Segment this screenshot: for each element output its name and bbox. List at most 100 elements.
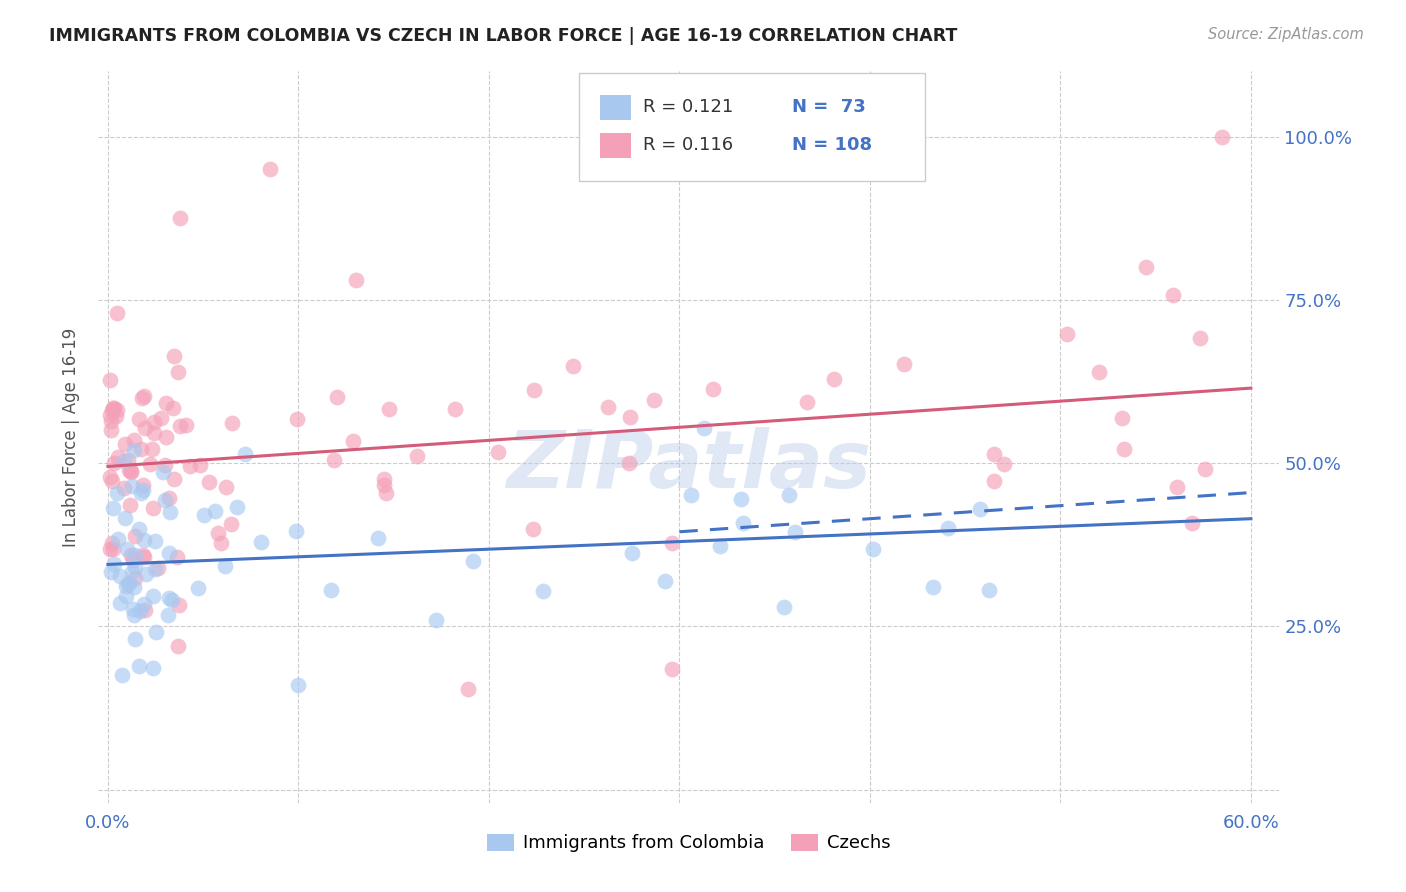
Point [105, 409, 128, 423]
Point [142, 661, 165, 675]
Point [163, 472, 186, 486]
Point [162, 401, 184, 416]
Point [174, 417, 197, 432]
Point [486, 445, 509, 459]
Point [936, 521, 959, 535]
Point [187, 581, 209, 595]
Point [193, 508, 215, 522]
Point [179, 459, 201, 474]
Point [522, 522, 544, 536]
Point [207, 526, 229, 541]
Point [132, 548, 155, 562]
Point [235, 447, 257, 461]
Point [107, 532, 129, 546]
Point [405, 449, 427, 463]
Point [132, 389, 155, 403]
Point [129, 442, 152, 456]
Point [118, 575, 141, 590]
Point [425, 614, 447, 628]
Y-axis label: In Labor Force | Age 16-19: In Labor Force | Age 16-19 [62, 327, 80, 547]
Point [124, 548, 146, 562]
Point [166, 549, 188, 564]
Point [561, 359, 583, 373]
Point [110, 596, 132, 610]
Point [115, 590, 138, 604]
Point [103, 401, 125, 416]
Point [167, 365, 190, 379]
Point [124, 529, 146, 543]
Point [101, 536, 124, 550]
Point [772, 599, 794, 614]
Point [198, 475, 221, 489]
Point [135, 567, 157, 582]
Point [143, 562, 166, 576]
Point [128, 411, 150, 425]
Point [1181, 516, 1204, 531]
Point [209, 536, 232, 550]
Point [373, 478, 395, 492]
Point [367, 531, 389, 545]
Point [118, 463, 141, 477]
Point [983, 475, 1005, 489]
Point [204, 504, 226, 518]
Point [444, 401, 467, 416]
Point [1211, 129, 1233, 144]
Point [796, 394, 818, 409]
Point [167, 598, 190, 612]
Point [619, 410, 641, 425]
Point [159, 505, 181, 519]
Point [1114, 442, 1136, 456]
Point [226, 500, 249, 514]
Point [598, 401, 620, 415]
Point [160, 593, 183, 607]
Point [111, 668, 134, 682]
Point [129, 486, 152, 500]
Point [132, 597, 155, 611]
Point [139, 457, 162, 471]
Point [100, 565, 122, 579]
Point [145, 625, 167, 640]
Point [163, 349, 186, 363]
Point [115, 541, 138, 556]
Point [98, 542, 121, 557]
Point [131, 391, 153, 405]
Point [167, 639, 190, 653]
Point [114, 437, 136, 451]
Legend: Immigrants from Colombia, Czechs: Immigrants from Colombia, Czechs [479, 826, 898, 860]
Point [461, 554, 484, 568]
Point [159, 491, 181, 506]
Point [214, 559, 236, 574]
Point [922, 580, 945, 594]
Point [1194, 462, 1216, 476]
Point [120, 465, 142, 479]
Point [124, 607, 146, 622]
Point [124, 581, 146, 595]
Point [893, 357, 915, 371]
Point [107, 450, 129, 464]
Point [621, 546, 644, 560]
Point [323, 453, 346, 467]
Text: R = 0.116: R = 0.116 [643, 136, 733, 154]
Point [121, 566, 143, 580]
Point [105, 402, 128, 417]
Point [1161, 288, 1184, 302]
Point [969, 501, 991, 516]
Point [287, 678, 309, 692]
Text: N =  73: N = 73 [792, 98, 865, 116]
Point [143, 425, 166, 440]
Point [169, 211, 191, 226]
Point [259, 162, 281, 177]
Point [114, 510, 136, 524]
Point [142, 500, 165, 515]
Point [100, 403, 122, 417]
Point [344, 273, 367, 287]
Point [523, 383, 546, 397]
Point [374, 486, 396, 500]
Point [100, 424, 122, 438]
Point [1189, 331, 1212, 345]
Point [103, 456, 125, 470]
Point [702, 382, 724, 396]
Point [101, 501, 124, 516]
Point [103, 541, 125, 556]
Point [693, 421, 716, 435]
